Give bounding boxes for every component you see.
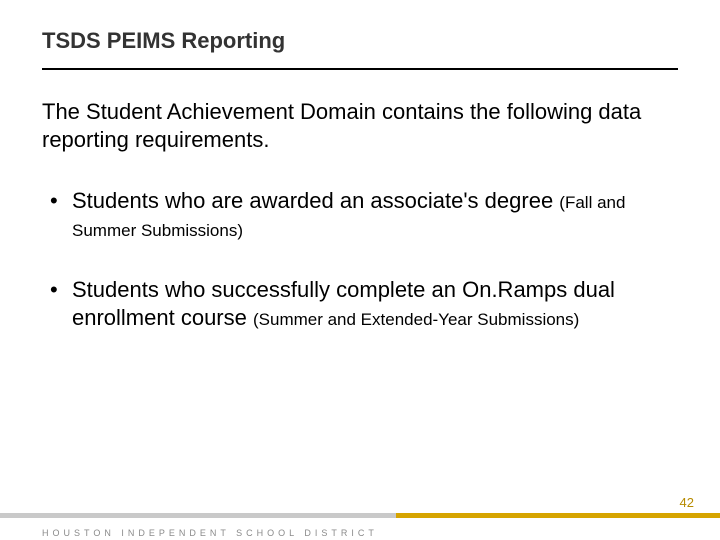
footer-accent-bar (0, 513, 720, 518)
bullet-list: Students who are awarded an associate's … (42, 187, 678, 331)
footer-org-text: HOUSTON INDEPENDENT SCHOOL DISTRICT (42, 528, 378, 538)
list-item: Students who are awarded an associate's … (42, 187, 678, 242)
bullet-note-text: (Summer and Extended-Year Submissions) (253, 310, 579, 329)
title-divider (42, 68, 678, 70)
list-item: Students who successfully complete an On… (42, 276, 678, 331)
slide-title: TSDS PEIMS Reporting (42, 28, 678, 68)
page-number: 42 (680, 495, 694, 510)
slide: TSDS PEIMS Reporting The Student Achieve… (0, 0, 720, 540)
bullet-main-text: Students who are awarded an associate's … (72, 188, 559, 213)
slide-footer: 42 HOUSTON INDEPENDENT SCHOOL DISTRICT (0, 492, 720, 540)
intro-text: The Student Achievement Domain contains … (42, 98, 678, 153)
